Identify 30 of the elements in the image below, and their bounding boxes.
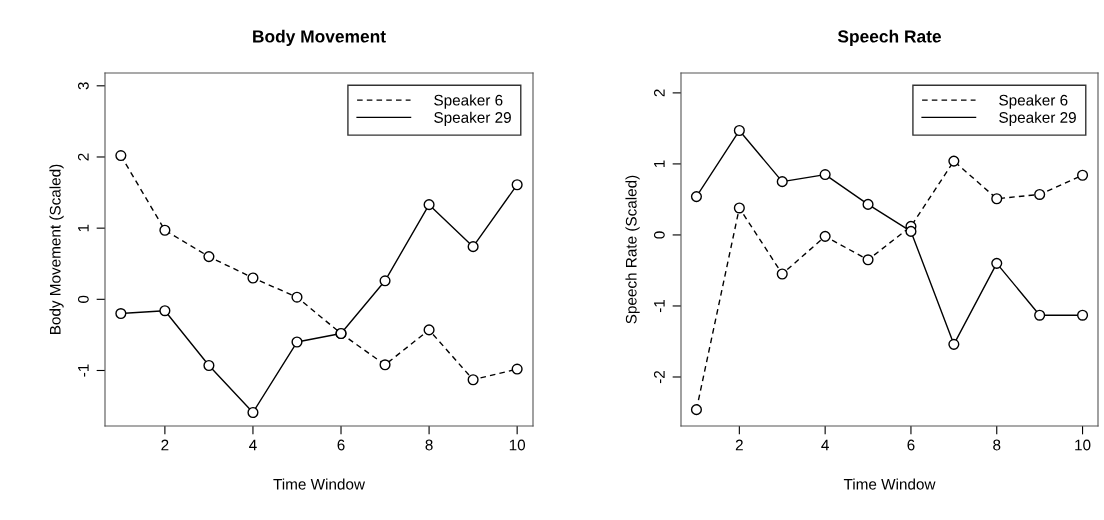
x-tick-label: 8 (993, 439, 1001, 451)
y-tick-label: 3 (77, 82, 89, 90)
y-tick-label: 1 (78, 224, 89, 232)
y-tick-label: 0 (653, 231, 665, 239)
chart-title: Body Movement (253, 29, 386, 47)
x-tick-label: 10 (509, 439, 526, 451)
x-tick-label: 6 (907, 439, 915, 451)
chart-title: Speech Rate (837, 29, 942, 47)
legend-label: Speaker 6 (999, 94, 1068, 109)
legend-label: Speaker 29 (999, 111, 1076, 126)
y-tick-label: 1 (654, 160, 665, 167)
x-axis-title: Time Window (843, 478, 936, 490)
x-tick-label: 6 (337, 439, 345, 451)
y-tick-label: 2 (653, 89, 665, 97)
y-tick-label: -2 (653, 370, 665, 384)
x-tick-label: 2 (735, 439, 743, 451)
legend-label: Speaker 29 (434, 111, 511, 126)
y-tick-label: 2 (77, 153, 89, 161)
y-tick-label: 0 (77, 295, 89, 303)
legend-label: Speaker 6 (434, 94, 503, 109)
x-tick-label: 8 (425, 439, 433, 451)
y-axis-title: Body Movement (Scaled) (49, 164, 64, 334)
x-tick-label: 10 (1075, 439, 1091, 451)
y-tick-label: -1 (654, 299, 665, 313)
x-tick-label: 2 (161, 439, 169, 451)
y-axis-title: Speech Rate (Scaled) (625, 175, 640, 324)
x-tick-label: 4 (249, 439, 257, 451)
x-axis-title: Time Window (273, 478, 366, 490)
y-tick-label: -1 (78, 364, 89, 377)
x-tick-label: 4 (821, 439, 829, 451)
